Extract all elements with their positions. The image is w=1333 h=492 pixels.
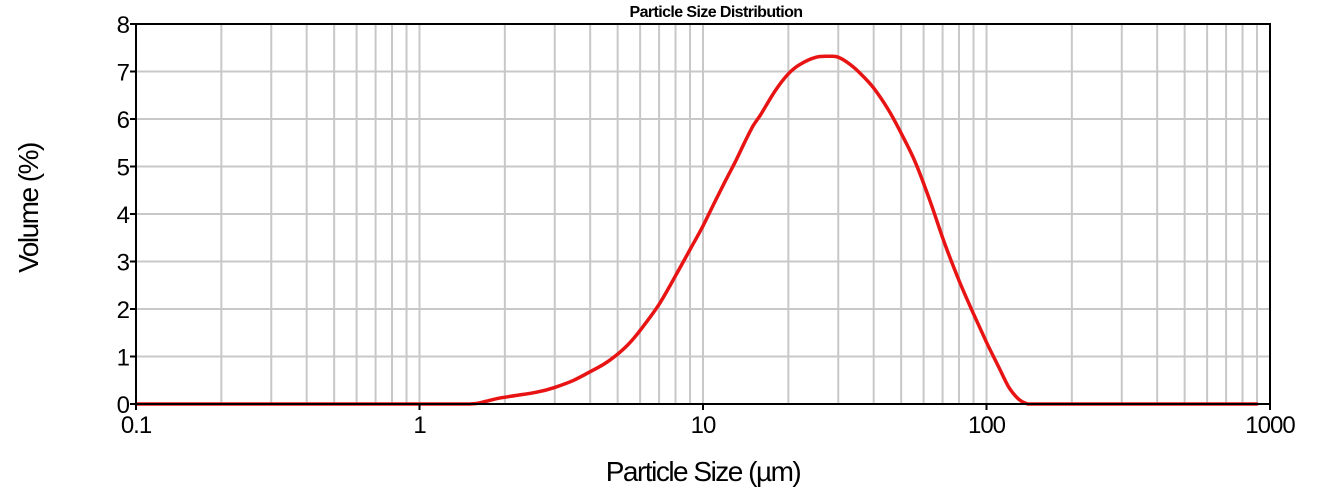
y-tick-label: 8: [117, 12, 130, 39]
x-tick-labels: 0.1 1 10 100 1000: [121, 412, 1297, 439]
x-tick-label: 1: [413, 412, 426, 439]
x-tick-label: 0.1: [121, 412, 152, 439]
x-axis-label: Particle Size (µm): [606, 456, 801, 487]
chart-title: Particle Size Distribution: [630, 4, 803, 21]
y-axis-label: Volume (%): [13, 143, 44, 273]
axis-ticks: [130, 23, 1271, 410]
x-tick-label: 100: [968, 412, 1006, 439]
y-tick-label: 3: [117, 250, 130, 277]
y-tick-label: 6: [117, 107, 130, 134]
x-tick-label: 10: [691, 412, 716, 439]
y-tick-label: 7: [117, 60, 130, 87]
grid-lines: [136, 24, 1270, 404]
y-tick-label: 0: [117, 392, 130, 419]
volume-series-line: [134, 54, 1259, 406]
y-tick-labels: 0 1 2 3 4 5 6 7 8: [117, 12, 130, 419]
y-tick-label: 2: [117, 297, 130, 324]
x-tick-label: 1000: [1245, 412, 1295, 439]
y-tick-label: 4: [117, 202, 130, 229]
y-tick-label: 5: [117, 155, 130, 182]
y-tick-label: 1: [117, 345, 130, 372]
